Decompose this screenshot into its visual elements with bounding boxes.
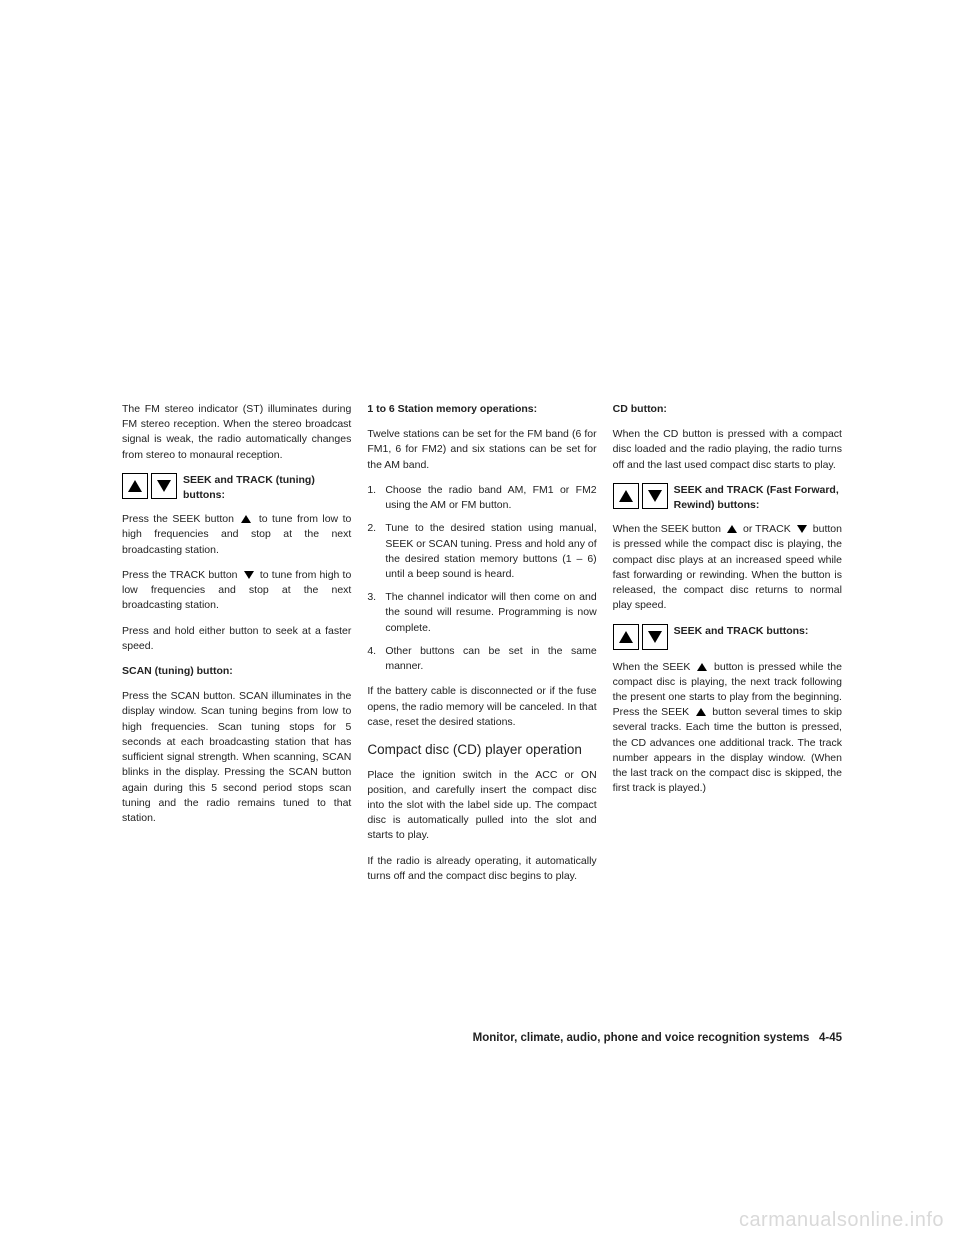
- track-down-icon: [151, 473, 177, 499]
- button-icons: [122, 473, 177, 499]
- page-number: 4-45: [819, 1032, 842, 1044]
- body-text: When the CD button is pressed with a com…: [613, 427, 842, 473]
- track-down-icon: [642, 483, 668, 509]
- track-down-icon: [642, 624, 668, 650]
- seek-up-inline-icon: [697, 663, 707, 671]
- list-item: 4.Other buttons can be set in the same m…: [367, 644, 596, 674]
- watermark: carmanualsonline.info: [739, 1209, 944, 1232]
- station-memory-heading: 1 to 6 Station memory operations:: [367, 402, 596, 417]
- seek-track-tuning-heading: SEEK and TRACK (tuning) buttons:: [122, 473, 351, 502]
- body-text: When the SEEK button or TRACK button is …: [613, 522, 842, 613]
- cd-button-heading: CD button:: [613, 402, 842, 417]
- body-text: Place the ignition switch in the ACC or …: [367, 768, 596, 844]
- column-1: The FM stereo indicator (ST) illuminates…: [122, 402, 351, 894]
- step-text: Other buttons can be set in the same man…: [385, 644, 596, 674]
- scan-heading: SCAN (tuning) button:: [122, 664, 351, 679]
- icon-heading-text: SEEK and TRACK buttons:: [674, 624, 842, 639]
- body-text: If the radio is already operating, it au…: [367, 854, 596, 884]
- text-fragment: button several times to skip several tra…: [613, 706, 842, 794]
- seek-up-icon: [613, 483, 639, 509]
- body-text: Press the SCAN button. SCAN illuminates …: [122, 689, 351, 826]
- button-icons: [613, 483, 668, 509]
- body-text: If the battery cable is disconnected or …: [367, 684, 596, 730]
- text-fragment: Press the TRACK button: [122, 569, 241, 581]
- seek-track-heading: SEEK and TRACK buttons:: [613, 624, 842, 650]
- step-number: 1.: [367, 483, 385, 513]
- text-fragment: Press the SEEK button: [122, 513, 238, 525]
- section-title: Monitor, climate, audio, phone and voice…: [473, 1032, 810, 1044]
- text-fragment: or TRACK: [740, 523, 794, 535]
- seek-track-ffrw-heading: SEEK and TRACK (Fast Forward, Rewind) bu…: [613, 483, 842, 512]
- list-item: 2.Tune to the desired station using manu…: [367, 521, 596, 582]
- body-text: Twelve stations can be set for the FM ba…: [367, 427, 596, 473]
- step-number: 2.: [367, 521, 385, 582]
- body-text: When the SEEK button is pressed while th…: [613, 660, 842, 797]
- content-area: The FM stereo indicator (ST) illuminates…: [122, 402, 842, 894]
- manual-page: The FM stereo indicator (ST) illuminates…: [0, 0, 960, 1242]
- seek-up-icon: [122, 473, 148, 499]
- step-number: 4.: [367, 644, 385, 674]
- text-fragment: When the SEEK: [613, 661, 695, 673]
- steps-list: 1.Choose the radio band AM, FM1 or FM2 u…: [367, 483, 596, 674]
- text-fragment: When the SEEK button: [613, 523, 724, 535]
- icon-heading-text: SEEK and TRACK (tuning) buttons:: [183, 473, 351, 502]
- columns: The FM stereo indicator (ST) illuminates…: [122, 402, 842, 894]
- column-2: 1 to 6 Station memory operations: Twelve…: [367, 402, 596, 894]
- icon-heading-text: SEEK and TRACK (Fast Forward, Rewind) bu…: [674, 483, 842, 512]
- page-footer: Monitor, climate, audio, phone and voice…: [122, 1032, 842, 1044]
- body-text: Press the SEEK button to tune from low t…: [122, 512, 351, 558]
- text-fragment: button is pressed while the compact disc…: [613, 523, 842, 611]
- step-number: 3.: [367, 590, 385, 636]
- step-text: Tune to the desired station using manual…: [385, 521, 596, 582]
- track-down-inline-icon: [797, 525, 807, 533]
- body-text: Press the TRACK button to tune from high…: [122, 568, 351, 614]
- body-text: The FM stereo indicator (ST) illuminates…: [122, 402, 351, 463]
- seek-up-inline-icon: [727, 525, 737, 533]
- track-down-inline-icon: [244, 571, 254, 579]
- seek-up-inline-icon: [696, 708, 706, 716]
- cd-player-heading: Compact disc (CD) player operation: [367, 740, 596, 760]
- column-3: CD button: When the CD button is pressed…: [613, 402, 842, 894]
- list-item: 1.Choose the radio band AM, FM1 or FM2 u…: [367, 483, 596, 513]
- step-text: The channel indicator will then come on …: [385, 590, 596, 636]
- step-text: Choose the radio band AM, FM1 or FM2 usi…: [385, 483, 596, 513]
- seek-up-inline-icon: [241, 515, 251, 523]
- list-item: 3.The channel indicator will then come o…: [367, 590, 596, 636]
- button-icons: [613, 624, 668, 650]
- seek-up-icon: [613, 624, 639, 650]
- body-text: Press and hold either button to seek at …: [122, 624, 351, 654]
